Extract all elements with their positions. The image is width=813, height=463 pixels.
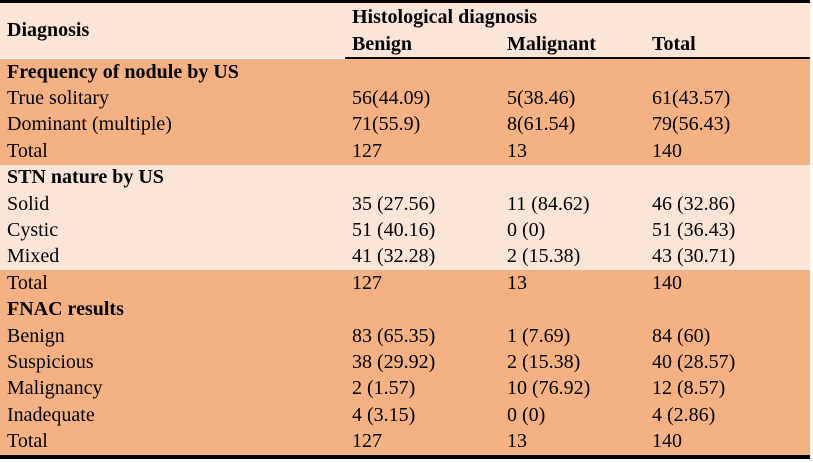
section-header-row: Frequency of nodule by US	[0, 58, 810, 86]
malignant-value-cell: 0 (0)	[500, 402, 645, 429]
total-value-cell: 51 (36.43)	[645, 217, 810, 244]
row-label-cell: Solid	[0, 190, 345, 218]
section-header-row: FNAC results	[0, 296, 810, 323]
data-row: Dominant (multiple) 71(55.9) 8(61.54) 79(56…	[0, 111, 810, 139]
malignant-value-cell: 2 (15.38)	[500, 243, 645, 271]
diagnosis-column-header: Diagnosis	[0, 1, 345, 58]
table-body: Frequency of nodule by US True solitary 56…	[0, 58, 810, 459]
benign-value-cell: 83 (65.35)	[345, 322, 500, 350]
total-row: Total 127 13 140	[0, 270, 810, 297]
row-label-cell: Cystic	[0, 217, 345, 244]
benign-value-cell: 51 (40.16)	[345, 217, 500, 244]
total-value-cell: 40 (28.57)	[645, 349, 810, 376]
row-label-cell: Dominant (multiple)	[0, 111, 345, 139]
benign-value-cell: 4 (3.15)	[345, 402, 500, 429]
malignant-value-cell: 13	[500, 428, 645, 459]
row-label-cell: Inadequate	[0, 402, 345, 429]
total-value-cell: 4 (2.86)	[645, 402, 810, 429]
benign-value-cell: 127	[345, 428, 500, 459]
total-value-cell: 84 (60)	[645, 322, 810, 350]
total-value-cell: 140	[645, 138, 810, 165]
row-label-cell: True solitary	[0, 85, 345, 112]
total-value-cell: 12 (8.57)	[645, 375, 810, 403]
histological-diagnosis-group-header: Histological diagnosis	[345, 1, 645, 31]
benign-value-cell: 35 (27.56)	[345, 190, 500, 218]
malignant-value-cell: 5(38.46)	[500, 85, 645, 112]
table-header: Diagnosis Histological diagnosis Benign …	[0, 1, 810, 59]
malignant-value-cell: 10 (76.92)	[500, 375, 645, 403]
malignant-value-cell: 13	[500, 138, 645, 165]
total-value-cell: 140	[645, 428, 810, 459]
benign-value-cell: 56(44.09)	[345, 85, 500, 112]
row-label-cell: Total	[0, 428, 345, 459]
malignant-value-cell: 0 (0)	[500, 217, 645, 244]
total-row: Total 127 13 140	[0, 138, 810, 165]
section-title: FNAC results	[0, 296, 810, 323]
total-value-cell: 61(43.57)	[645, 85, 810, 112]
malignant-column-header: Malignant	[500, 31, 645, 59]
total-value-cell: 140	[645, 270, 810, 297]
malignant-value-cell: 8(61.54)	[500, 111, 645, 139]
benign-value-cell: 2 (1.57)	[345, 375, 500, 403]
data-row: Malignancy 2 (1.57) 10 (76.92) 12 (8.57)	[0, 375, 810, 403]
row-label-cell: Total	[0, 138, 345, 165]
benign-value-cell: 41 (32.28)	[345, 243, 500, 271]
malignant-value-cell: 11 (84.62)	[500, 190, 645, 218]
total-value-cell: 79(56.43)	[645, 111, 810, 139]
total-column-header: Total	[645, 31, 810, 59]
benign-value-cell: 71(55.9)	[345, 111, 500, 139]
header-row-columns: Benign Malignant Total	[0, 31, 810, 59]
data-row: Solid 35 (27.56) 11 (84.62) 46 (32.86)	[0, 190, 810, 218]
benign-value-cell: 127	[345, 138, 500, 165]
row-label-cell: Mixed	[0, 243, 345, 271]
data-row: True solitary 56(44.09) 5(38.46) 61(43.57)	[0, 85, 810, 112]
header-row-group: Diagnosis Histological diagnosis	[0, 1, 810, 58]
total-value-cell: 43 (30.71)	[645, 243, 810, 271]
empty-header-cell	[645, 1, 810, 31]
benign-value-cell: 127	[345, 270, 500, 297]
row-label-cell: Malignancy	[0, 375, 345, 403]
section-header-row: STN nature by US	[0, 164, 810, 191]
data-row: Mixed 41 (32.28) 2 (15.38) 43 (30.71)	[0, 243, 810, 271]
data-row: Inadequate 4 (3.15) 0 (0) 4 (2.86)	[0, 402, 810, 429]
data-row: Benign 83 (65.35) 1 (7.69) 84 (60)	[0, 322, 810, 350]
malignant-value-cell: 1 (7.69)	[500, 322, 645, 350]
data-row: Suspicious 38 (29.92) 2 (15.38) 40 (28.57)	[0, 349, 810, 376]
malignant-value-cell: 2 (15.38)	[500, 349, 645, 376]
data-row: Cystic 51 (40.16) 0 (0) 51 (36.43)	[0, 217, 810, 244]
malignant-value-cell: 13	[500, 270, 645, 297]
benign-value-cell: 38 (29.92)	[345, 349, 500, 376]
benign-column-header: Benign	[345, 31, 500, 59]
row-label-cell: Total	[0, 270, 345, 297]
section-title: Frequency of nodule by US	[0, 58, 810, 86]
total-row: Total 127 13 140	[0, 428, 810, 459]
row-label-cell: Benign	[0, 322, 345, 350]
total-value-cell: 46 (32.86)	[645, 190, 810, 218]
row-label-cell: Suspicious	[0, 349, 345, 376]
section-title: STN nature by US	[0, 164, 810, 191]
